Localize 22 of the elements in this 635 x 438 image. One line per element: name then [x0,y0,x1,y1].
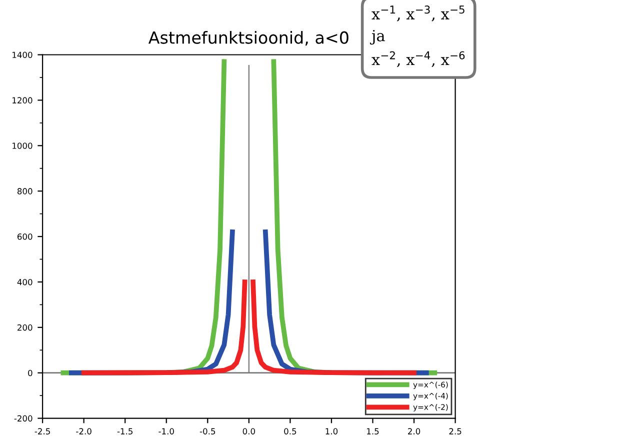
y-tick-label: 800 [17,188,32,194]
x-tick-label: 2.0 [408,428,420,434]
x-tick-label: -1.5 [117,428,132,434]
x-tick-label: 0.0 [242,428,255,434]
x-tick-label: 1.5 [367,428,379,434]
x-tick-label: -2.5 [34,428,50,434]
x-tick-label: 2.5 [449,428,462,434]
x-tick-label: 1.0 [326,428,338,434]
y-tick-label: 600 [18,234,32,240]
y-tick-label: -200 [14,415,32,422]
y-tick-label: 400 [17,278,32,286]
y-tick-label: 1400 [12,52,32,58]
x-tick-label: -0.5 [200,428,216,434]
x-tick-label: -1.0 [158,428,174,434]
y-tick-label: 200 [18,324,32,331]
x-tick-label: -2.0 [76,428,92,434]
chart-title: Astmefunktsioonid, a<0 [148,30,348,46]
y-tick-label: 1000 [12,142,32,149]
y-tick-label: 1200 [12,97,32,104]
x-tick-label: 0.5 [284,428,296,434]
y-tick-label: 0 [28,370,32,376]
text: x$^{−1}$, x$^{−3}$, x$^{−5}$ ja x$^{−2}$, x$^{−4}$, x$^{−6}$ [370,6,465,68]
